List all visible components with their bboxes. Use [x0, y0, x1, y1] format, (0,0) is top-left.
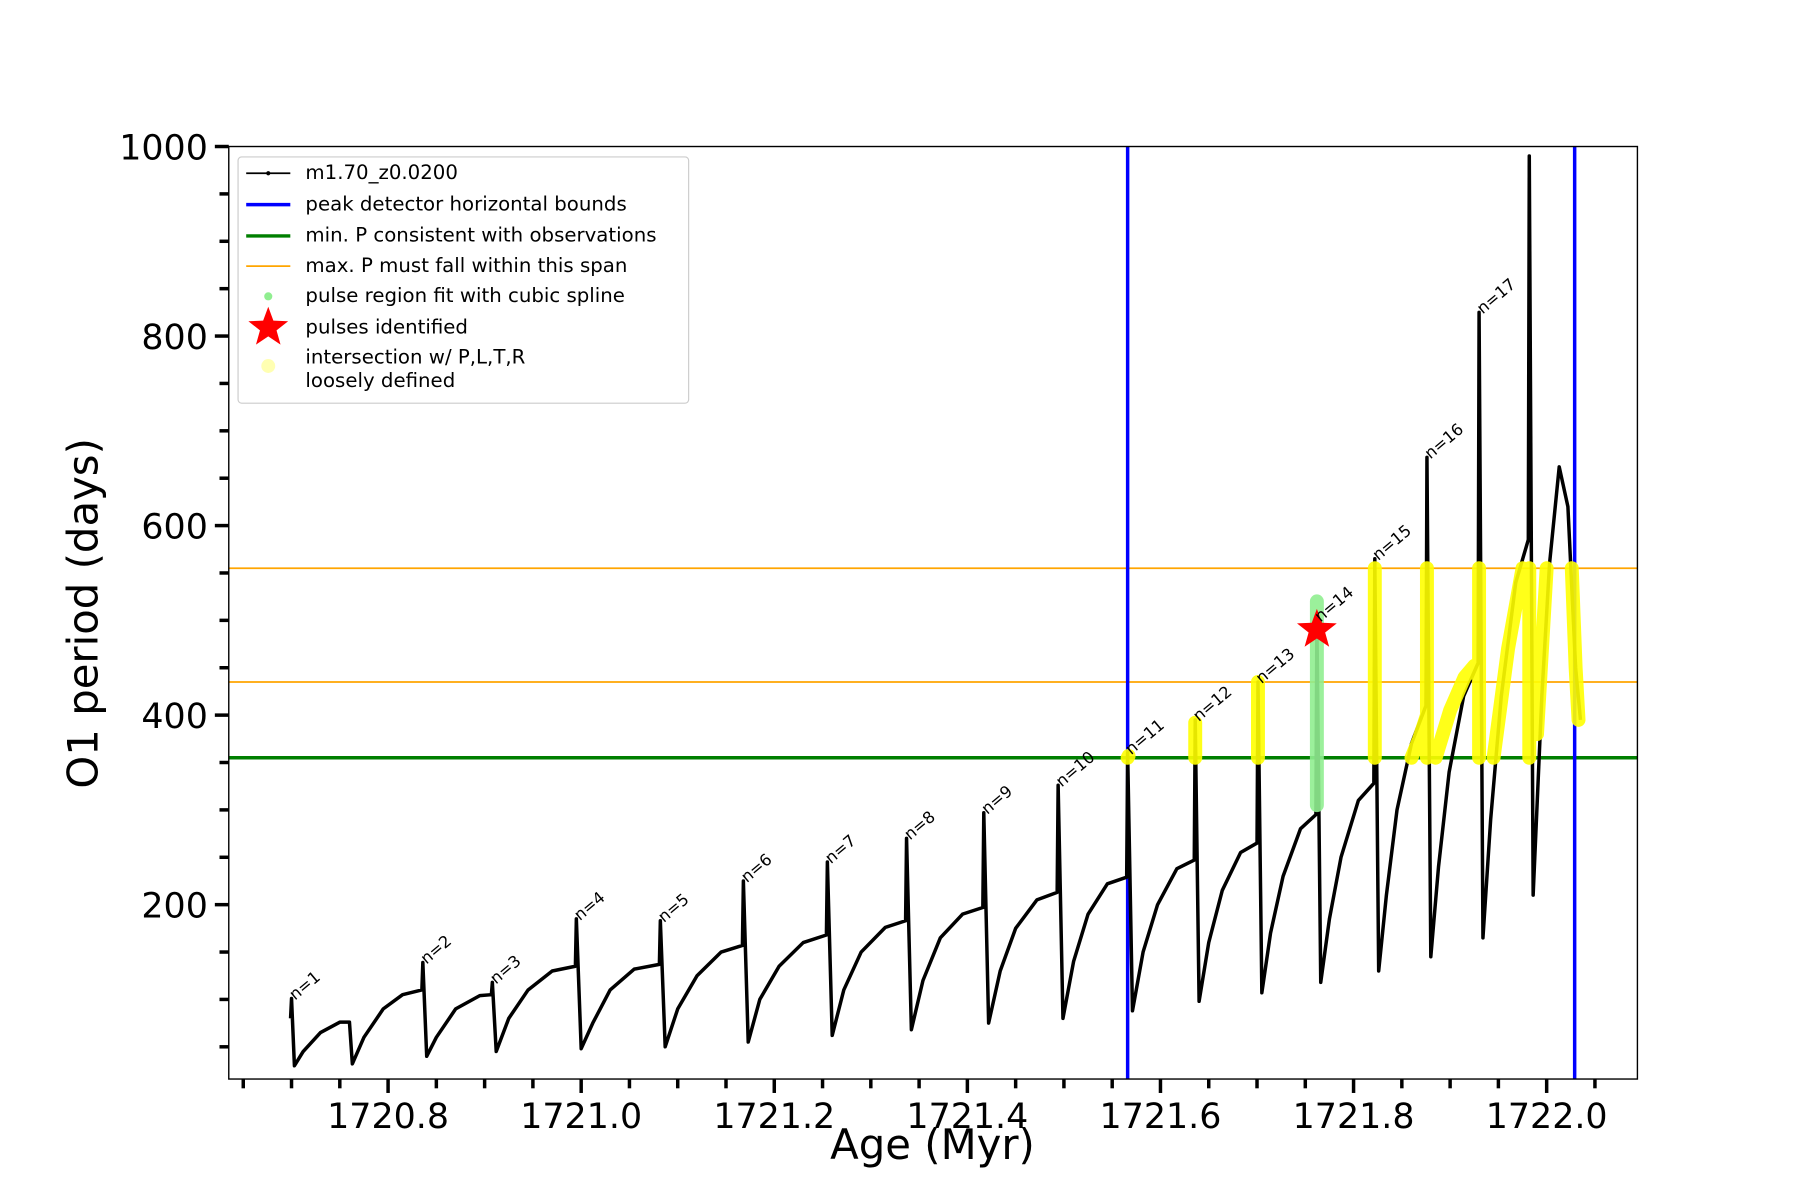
legend-label: min. P consistent with observations: [305, 224, 657, 248]
y-tick-label: 400: [141, 697, 207, 737]
pulse-annotation: n=10: [1052, 747, 1098, 790]
legend-label: peak detector horizontal bounds: [305, 192, 627, 217]
legend-label-box: peak detector horizontal bounds: [305, 192, 627, 217]
y-axis-label: O1 period (days): [59, 438, 108, 788]
y-tick-label: 600: [141, 507, 207, 547]
legend-label: pulses identified: [305, 316, 468, 340]
legend-label: intersection w/ P,L,T,R loosely defined: [305, 346, 526, 393]
pulse-annotation: n=17: [1473, 275, 1519, 318]
x-tick-label: 1721.0: [520, 1097, 642, 1137]
legend-label-box: max. P must fall within this span: [305, 254, 628, 278]
legend-label-box: m1.70_z0.0200: [305, 161, 458, 185]
x-tick-label: 1720.8: [327, 1097, 449, 1137]
series-line: [288, 154, 1583, 1068]
pulse-annotation: n=15: [1369, 521, 1415, 564]
legend-label-box: intersection w/ P,L,T,R loosely defined: [305, 346, 526, 393]
pulse-annotation: n=16: [1421, 420, 1467, 463]
legend-dot: [261, 359, 276, 373]
pulse-annotation: n=13: [1252, 644, 1298, 687]
plot-area: [228, 146, 1638, 1080]
legend-label-box: min. P consistent with observations: [305, 224, 657, 248]
pulse-annotation: n=14: [1311, 583, 1357, 626]
x-tick-label: 1721.8: [1293, 1097, 1415, 1137]
legend-star: [248, 306, 289, 345]
legend-label-box: pulse region fit with cubic spline: [305, 284, 625, 308]
x-tick-label: 1721.6: [1100, 1097, 1222, 1137]
legend-label-box: pulses identified: [305, 316, 468, 340]
pulse-annotation: n=12: [1189, 682, 1235, 725]
y-tick-label: 200: [141, 886, 207, 926]
plot-frame: [228, 145, 1639, 1080]
x-tick-label: 1721.2: [713, 1097, 835, 1137]
legend-dot: [264, 292, 273, 301]
legend-dot: [266, 171, 271, 176]
legend-label: pulse region fit with cubic spline: [305, 284, 625, 308]
y-tick-label: 800: [141, 318, 207, 358]
x-tick-label: 1721.4: [906, 1097, 1028, 1137]
star-marker: [1296, 608, 1337, 647]
legend-box: [237, 156, 690, 404]
x-tick-label: 1722.0: [1486, 1097, 1608, 1137]
series-segments: [1120, 561, 1586, 765]
legend-label: max. P must fall within this span: [305, 254, 628, 278]
legend-label: m1.70_z0.0200: [305, 161, 458, 185]
y-tick-label: 1000: [119, 128, 208, 168]
x-axis-label: Age (Myr): [830, 1120, 1035, 1169]
